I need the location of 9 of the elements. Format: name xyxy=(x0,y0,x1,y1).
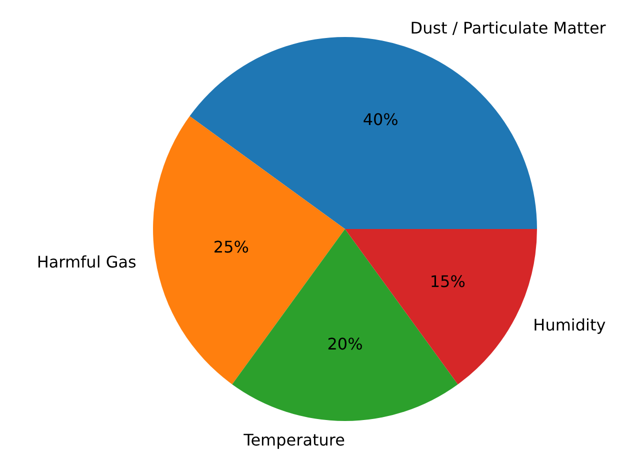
slice-label: Temperature xyxy=(242,430,345,450)
slice-label: Harmful Gas xyxy=(36,252,136,272)
data-label: 15% xyxy=(430,272,466,291)
data-label: 25% xyxy=(213,238,249,257)
data-label: 20% xyxy=(327,334,363,354)
pie-slice xyxy=(190,37,537,229)
slice-label: Humidity xyxy=(533,315,606,334)
data-label: 40% xyxy=(362,110,398,129)
slice-label: Dust / Particulate Matter xyxy=(410,18,606,38)
